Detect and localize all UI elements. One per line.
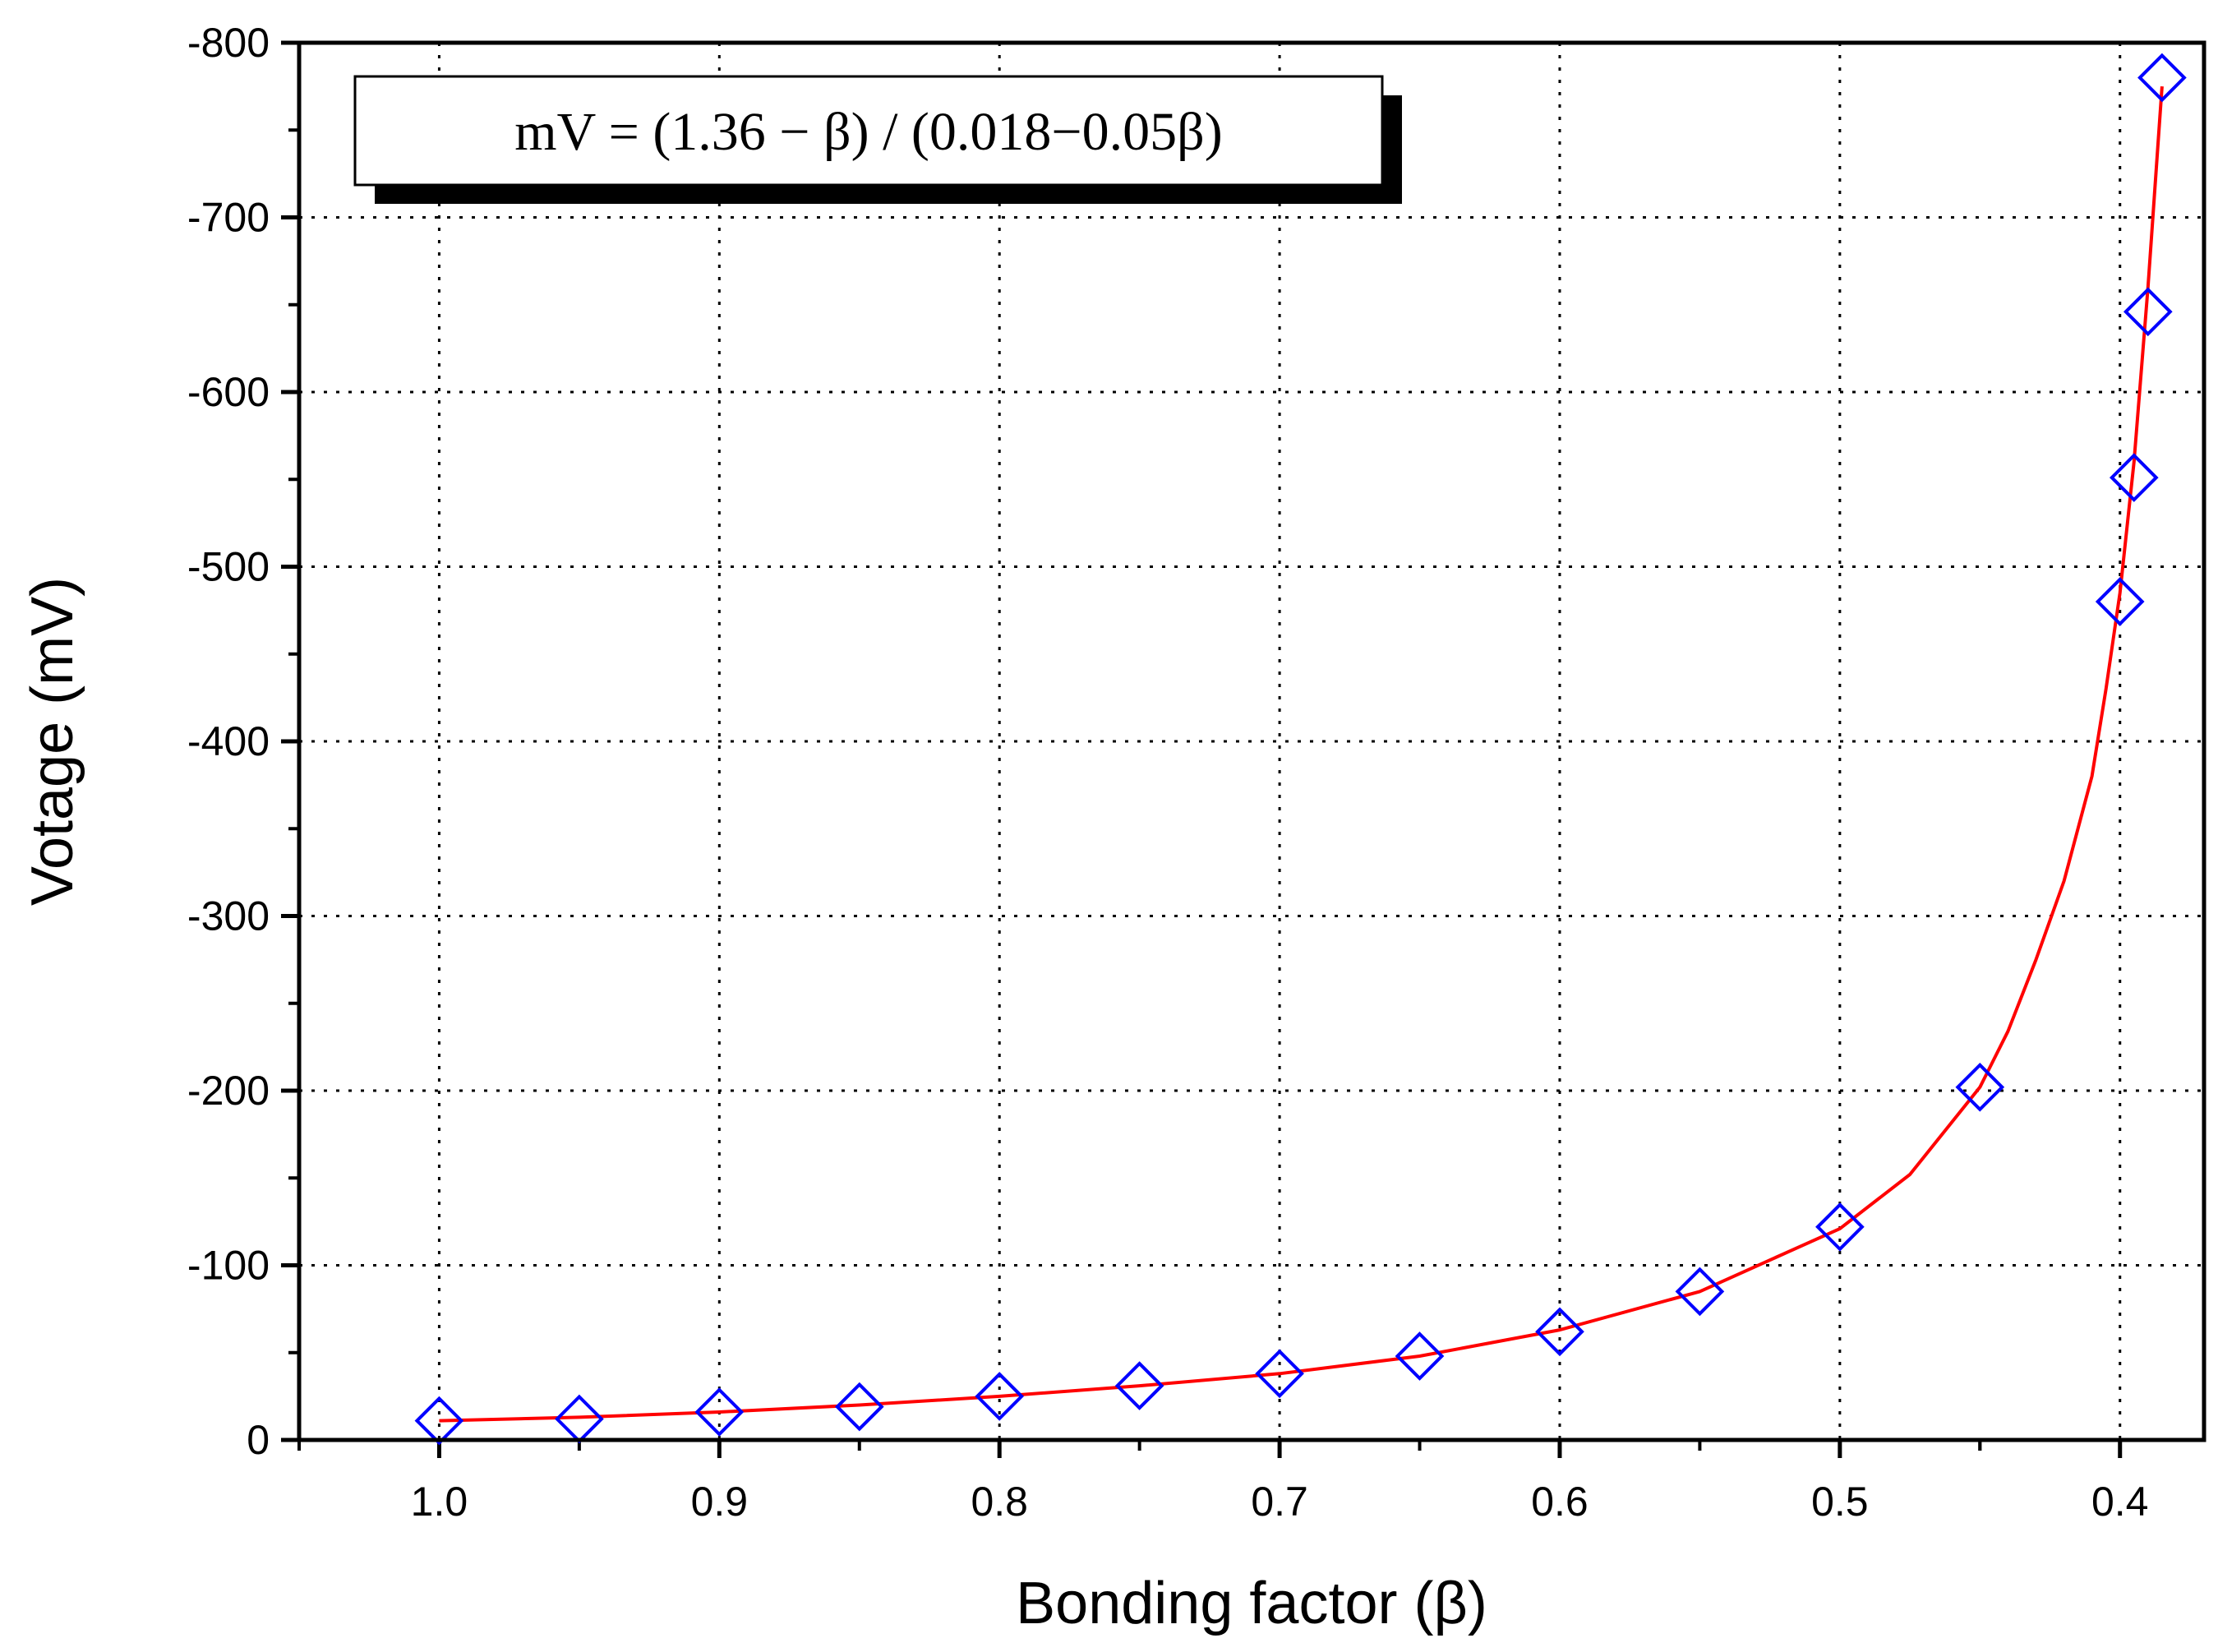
- data-point-diamond: [2109, 453, 2159, 502]
- y-tick-label: -800: [187, 20, 270, 66]
- plot-frame: [297, 40, 2206, 1442]
- x-tick-label: 0.8: [971, 1479, 1028, 1525]
- data-point-diamond: [1675, 1267, 1725, 1317]
- y-axis-title: Votage (mV): [20, 577, 85, 906]
- y-tick-label: -100: [187, 1243, 270, 1289]
- y-tick-label: -200: [187, 1068, 270, 1114]
- data-point-diamond: [414, 1396, 464, 1446]
- data-point-diamond: [1535, 1307, 1584, 1357]
- x-tick-label: 0.5: [1811, 1479, 1869, 1525]
- data-point-diamond: [1815, 1202, 1865, 1252]
- data-point-diamond: [1395, 1331, 1445, 1381]
- data-point-diamond: [975, 1372, 1025, 1421]
- data-point-diamond: [2095, 577, 2145, 626]
- data-point-diamond: [1114, 1361, 1164, 1410]
- data-point-diamond: [2137, 53, 2187, 103]
- fit-curve-layer: [439, 85, 2164, 1423]
- y-tick-label: -400: [187, 718, 270, 764]
- equation-box: mV = (1.36 − β) / (0.018−0.05β): [353, 75, 1402, 204]
- y-tick-label: -700: [187, 195, 270, 241]
- x-tick-label: 0.4: [2091, 1479, 2149, 1525]
- equation-box-frame: [353, 75, 1384, 187]
- axis-ticks: 1.0 0.9 0.8 0.7 0.6 0.5 0.4 0 -100 -200 -300 -400 -5…: [187, 20, 2149, 1525]
- y-tick-label: -500: [187, 544, 270, 590]
- data-point-diamond: [834, 1382, 884, 1432]
- y-tick-label: -600: [187, 369, 270, 415]
- x-tick-label: 0.6: [1531, 1479, 1589, 1525]
- data-point-diamond: [2123, 287, 2173, 337]
- data-point-diamond: [1255, 1349, 1304, 1399]
- x-tick-label: 0.9: [691, 1479, 749, 1525]
- data-point-diamond: [694, 1387, 745, 1437]
- x-tick-label: 0.7: [1251, 1479, 1308, 1525]
- x-tick-label: 1.0: [411, 1479, 468, 1525]
- grid: [299, 43, 2204, 1440]
- y-tick-label: -300: [187, 893, 270, 939]
- data-points-layer: [414, 53, 2187, 1446]
- fit-curve: [439, 85, 2164, 1423]
- equation-annotation: mV = (1.36 − β) / (0.018−0.05β): [514, 102, 1222, 162]
- y-tick-label: 0: [247, 1417, 270, 1463]
- data-point-diamond: [1955, 1062, 2005, 1112]
- x-axis-title: Bonding factor (β): [1016, 1571, 1487, 1636]
